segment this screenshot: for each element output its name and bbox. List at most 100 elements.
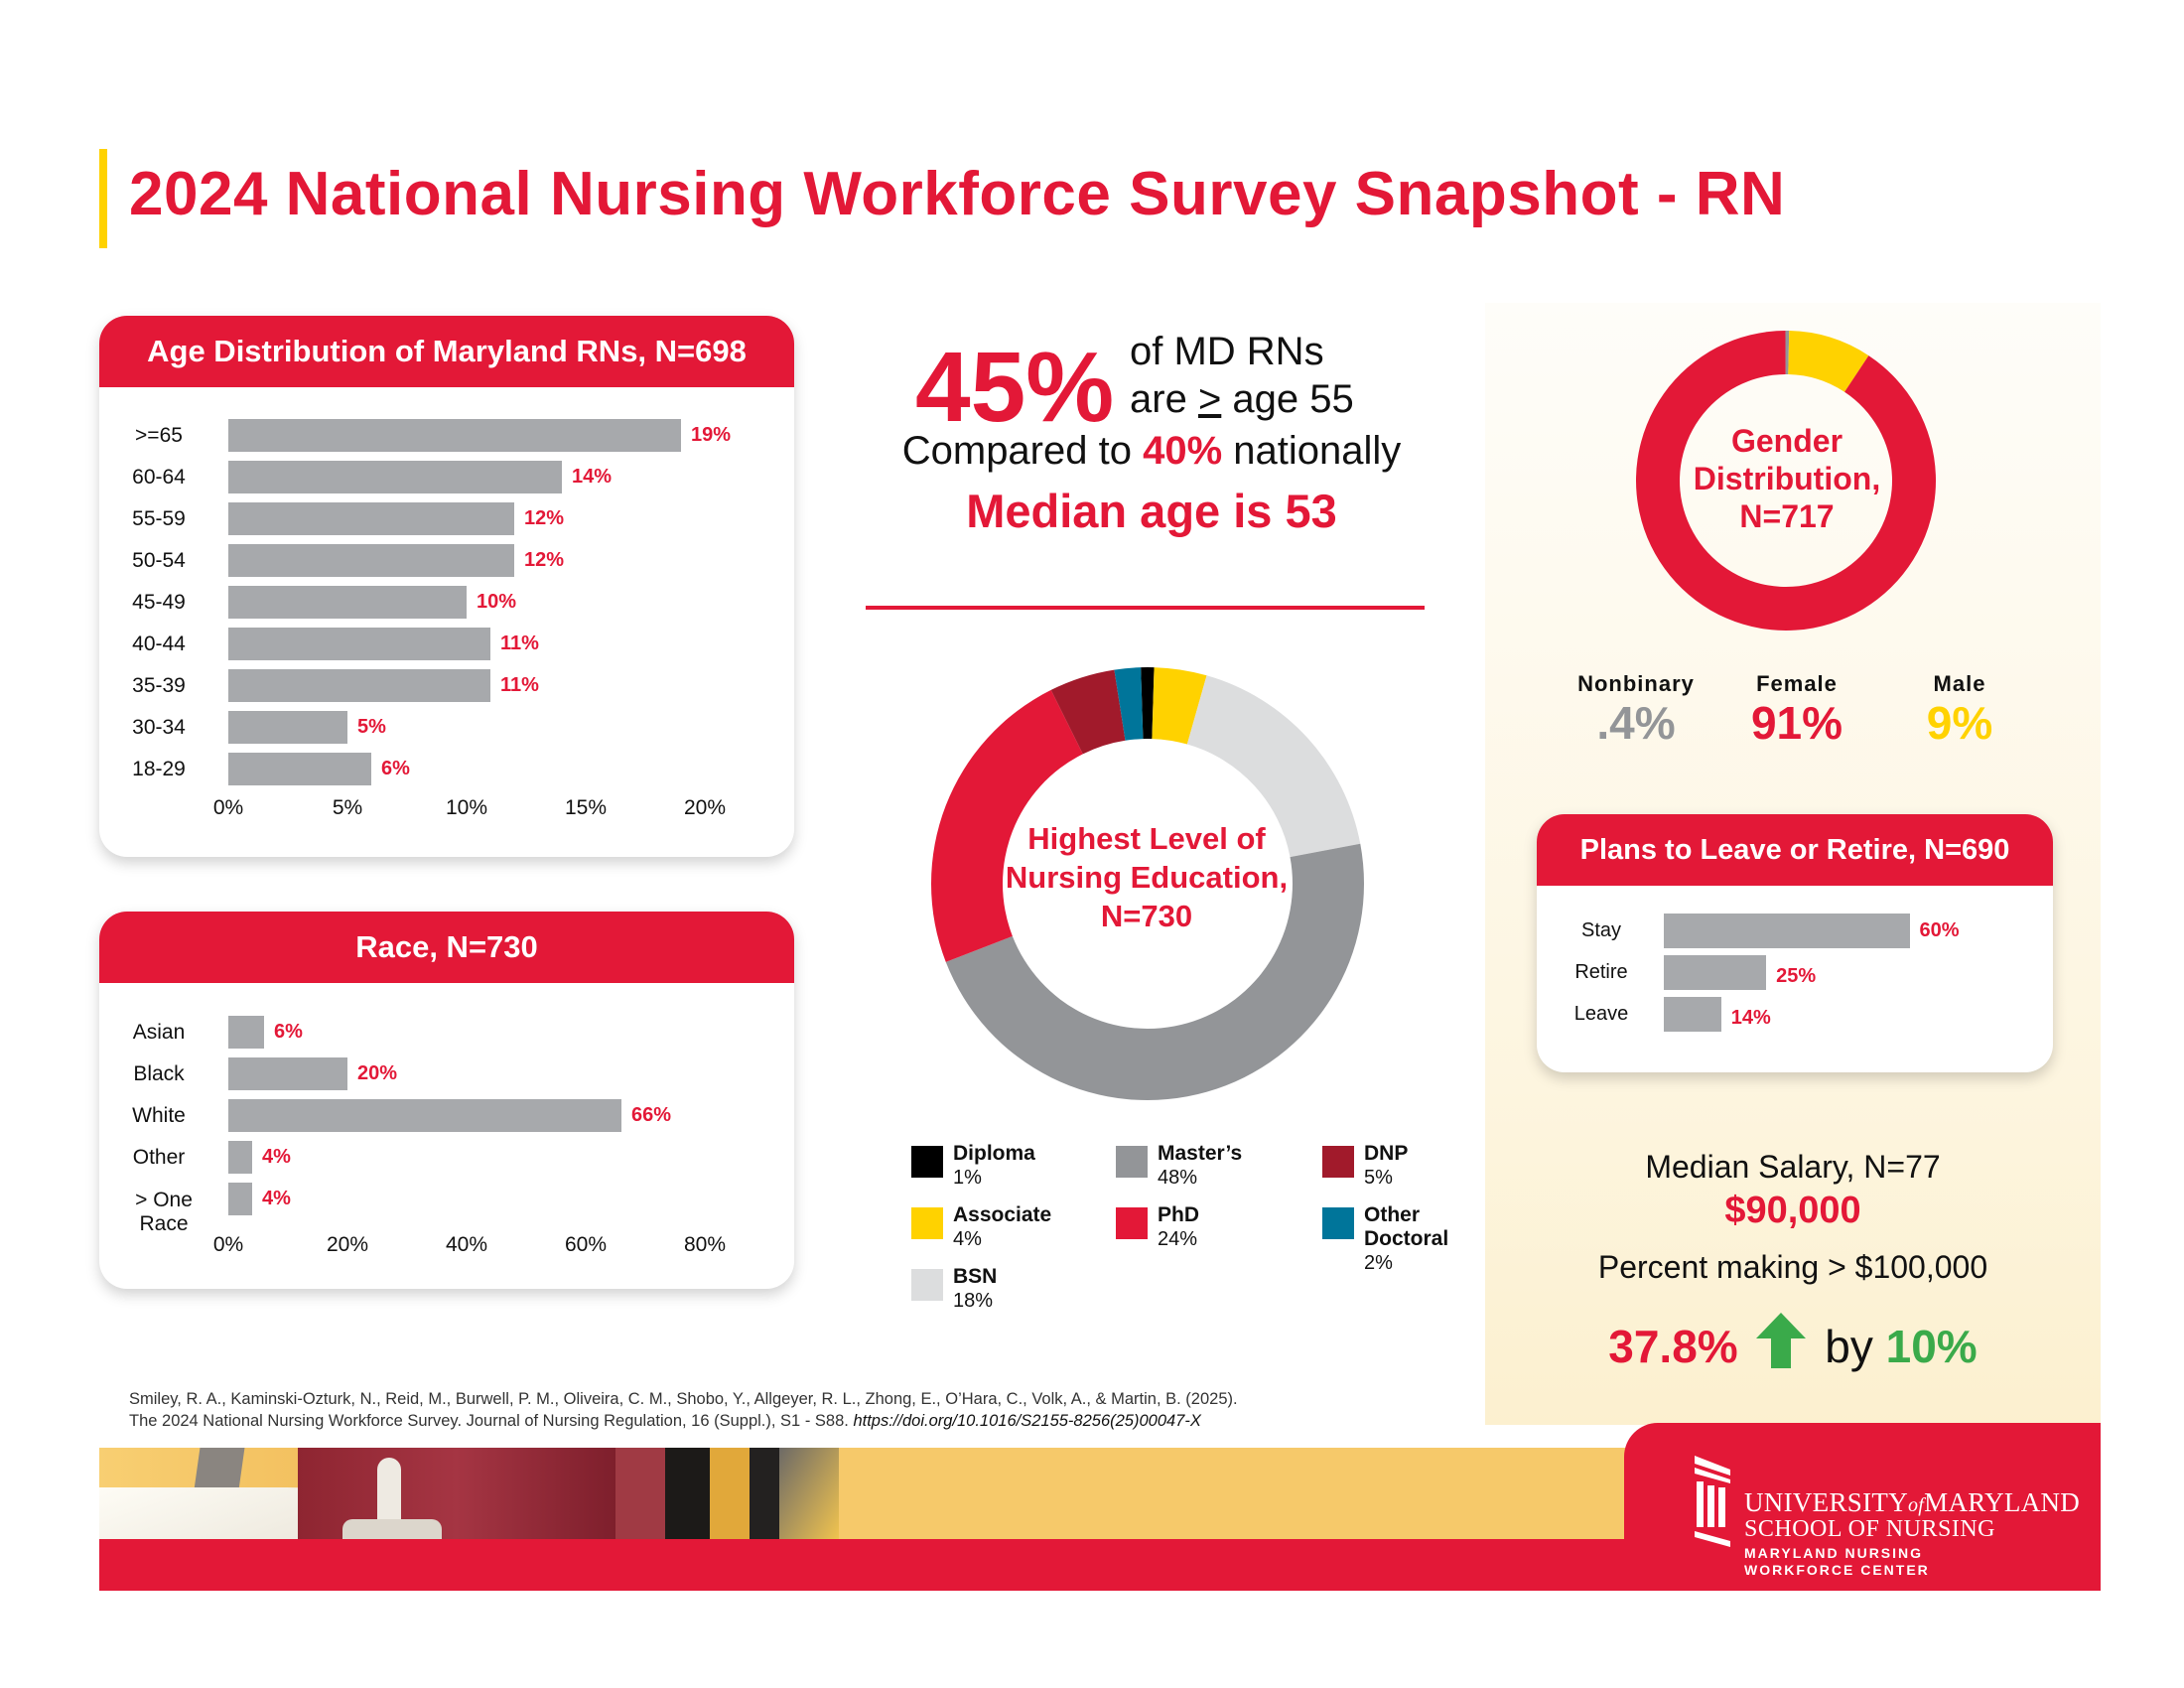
age-bar-row: 55-59 12% [99,502,794,535]
plans-chart-title: Plans to Leave or Retire, N=690 [1537,814,2053,886]
race-value-label: 4% [262,1188,291,1209]
plans-bar-row: Retire 25% [1537,955,2053,990]
legend-label: Diploma [953,1142,1035,1165]
citation-line1: Smiley, R. A., Kaminski-Ozturk, N., Reid… [129,1390,1238,1408]
plans-category-label: Retire [1574,961,1628,983]
legend-value: 5% [1364,1167,1393,1189]
age-category-label: 50-54 [132,549,186,572]
section-divider [866,606,1425,610]
race-category-label: White [132,1104,186,1127]
age-value-label: 11% [500,674,539,696]
age-value-label: 5% [357,716,386,738]
logo-school-name: SCHOOL OF NURSING [1744,1516,1995,1542]
age-bar-row: 35-39 11% [99,669,794,702]
age-bar-row: 60-64 14% [99,461,794,493]
race-value-label: 66% [631,1104,672,1126]
race-bar-row: Other 4% [99,1141,794,1174]
gender-donut-chart [1636,331,1936,631]
race-bar [228,1141,252,1174]
citation: Smiley, R. A., Kaminski-Ozturk, N., Reid… [129,1388,1238,1432]
age-value-label: 6% [381,758,410,779]
age-x-tick: 5% [332,796,363,819]
race-bar-row: Asian 6% [99,1016,794,1049]
plans-bar [1664,914,1910,948]
age-x-tick: 20% [683,796,727,819]
age-value-label: 19% [691,424,732,446]
gender-label-male: Male 9% [1870,671,2049,749]
age-bar-row: 40-44 11% [99,628,794,660]
legend-value: 24% [1158,1228,1198,1250]
compared-suffix: nationally [1222,429,1402,473]
national-percent: 40% [1143,429,1223,473]
age-chart-title: Age Distribution of Maryland RNs, N=698 [99,316,794,387]
logo-university-name: UNIVERSITYofMARYLAND [1744,1487,2080,1518]
race-value-label: 20% [357,1062,398,1084]
plans-bar [1664,997,1721,1032]
gender-slice-nonbinary [1785,331,1790,375]
legend-label: DNP [1364,1142,1409,1165]
arrow-up-icon [1756,1313,1807,1368]
education-legend: Diploma 1% Associate 4% BSN 18% Master’s 48% PhD… [911,1142,1467,1331]
race-category-label: Asian [132,1021,186,1044]
age-x-tick: 10% [445,796,488,819]
gender-percent: 91% [1750,697,1843,749]
plans-bar-row: Leave 14% [1537,997,2053,1032]
age-value-label: 10% [477,591,517,613]
race-x-tick: 60% [564,1233,608,1256]
legend-swatch [911,1146,943,1178]
race-bar [228,1057,347,1090]
page-title: 2024 National Nursing Workforce Survey S… [129,160,1786,228]
age-bar-row: 50-54 12% [99,544,794,577]
gender-category: Nonbinary [1577,671,1695,696]
plans-card: Plans to Leave or Retire, N=690 Stay 60% R… [1537,814,2053,1072]
age-value-label: 12% [524,549,565,571]
age-bar [228,502,514,535]
race-card: Race, N=730 Asian 6% Black 20% White 66% Other… [99,912,794,1289]
logo-university-a: UNIVERSITY [1744,1487,1908,1517]
gender-label-female: Female 91% [1707,671,1886,749]
age-category-label: 35-39 [132,674,186,697]
age-category-label: 40-44 [132,633,186,655]
age-bar [228,711,347,744]
citation-line2: The 2024 National Nursing Workforce Surv… [129,1410,1238,1432]
race-bar [228,1099,621,1132]
legend-label: BSN [953,1265,998,1288]
logo-university-of: of [1908,1494,1925,1516]
legend-value: 18% [953,1290,994,1312]
logo-university-b: MARYLAND [1924,1487,2081,1517]
gender-category: Female [1756,671,1838,696]
age-category-label: 60-64 [132,466,186,489]
education-donut-chart [931,667,1364,1100]
race-x-tick: 40% [445,1233,488,1256]
headline-percent: 45% [915,332,1115,443]
gender-percent: 9% [1926,697,1993,749]
citation-journal: The 2024 National Nursing Workforce Surv… [129,1412,854,1430]
age-bar [228,461,562,493]
age-bar [228,753,371,785]
age-x-tick: 15% [564,796,608,819]
age-bar [228,586,467,619]
age-category-label: 30-34 [132,716,186,739]
race-category-label: > One Race [135,1189,193,1235]
age-category-label: 18-29 [132,758,186,780]
age-distribution-card: Age Distribution of Maryland RNs, N=698 … [99,316,794,857]
education-slice-phd [931,689,1083,962]
age-bar-row: 30-34 5% [99,711,794,744]
education-slice-other-doctoral [1114,667,1144,741]
logo-center-line1: MARYLAND NURSING [1744,1545,1924,1561]
gender-category: Male [1933,671,1986,696]
citation-doi-link[interactable]: https://doi.org/10.1016/S2155-8256(25)00… [853,1412,1201,1430]
by-label: by [1825,1321,1873,1372]
median-age: Median age is 53 [966,485,1337,537]
race-value-label: 6% [274,1021,303,1043]
increase-value: 10% [1885,1321,1978,1372]
legend-label: Master’s [1158,1142,1243,1165]
headline-description: of MD RNs are > age 55 [1130,328,1354,423]
legend-swatch [1116,1146,1148,1178]
age-value-label: 12% [524,507,565,529]
age-bar [228,544,514,577]
high-earner-stat: 37.8% by 10% [1485,1313,2101,1373]
race-x-tick: 80% [683,1233,727,1256]
age-value-label: 14% [572,466,613,488]
plans-category-label: Stay [1580,919,1622,941]
